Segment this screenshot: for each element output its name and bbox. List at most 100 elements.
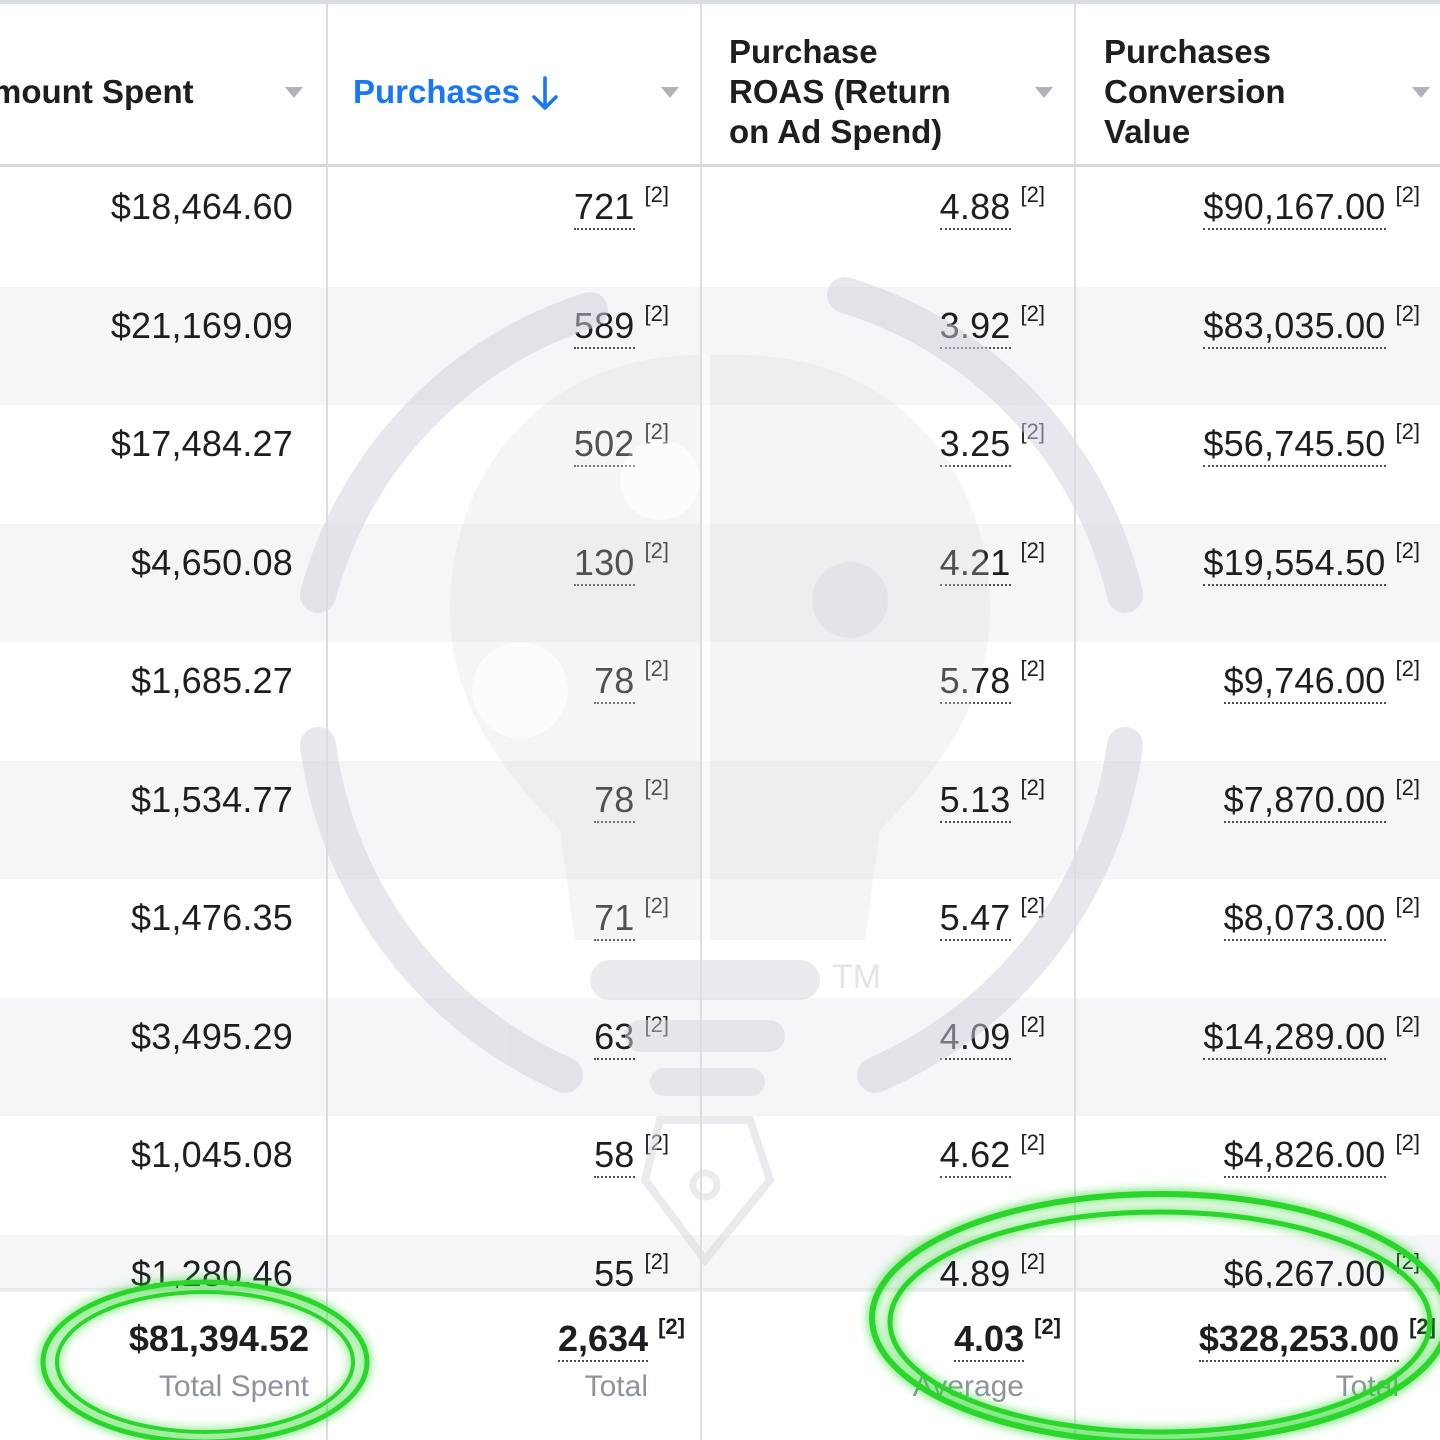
cell-roas[interactable]: 4.09 [2]	[939, 1012, 1045, 1060]
cell-roas[interactable]: 4.21 [2]	[939, 538, 1045, 586]
purchases-value[interactable]: 721	[573, 186, 635, 230]
purchases-value[interactable]: 589	[573, 304, 635, 349]
footnote-marker: [2]	[1020, 537, 1045, 563]
total-conversion-label: Total	[1335, 1370, 1399, 1403]
cell-amount-spent: $1,476.35	[131, 897, 293, 939]
conversion-value-value[interactable]: $7,870.00	[1223, 778, 1386, 823]
cell-conversion-value[interactable]: $19,554.50 [2]	[1203, 538, 1420, 586]
roas-value[interactable]: 3.25	[939, 423, 1011, 467]
cell-purchases[interactable]: 63 [2]	[594, 1012, 669, 1060]
cell-roas[interactable]: 5.78 [2]	[939, 656, 1045, 704]
sort-descending-arrow-icon[interactable]	[530, 76, 560, 112]
cell-roas[interactable]: 3.92 [2]	[939, 301, 1045, 349]
cell-purchases[interactable]: 589 [2]	[573, 301, 669, 349]
cell-purchases[interactable]: 130 [2]	[573, 538, 669, 586]
roas-value[interactable]: 4.09	[939, 1015, 1011, 1060]
column-header-purchases[interactable]: Purchases	[328, 8, 700, 168]
footer-shadow	[0, 1288, 1440, 1294]
table-row[interactable]: $1,476.35 71 [2] 5.47 [2] $8,073.00 [2]	[0, 879, 1440, 997]
cell-purchases[interactable]: 71 [2]	[594, 893, 669, 941]
table-row[interactable]: $1,045.08 58 [2] 4.62 [2] $4,826.00 [2]	[0, 1116, 1440, 1234]
total-purchases-label: Total	[584, 1370, 648, 1403]
chevron-down-icon[interactable]	[661, 87, 679, 98]
roas-value[interactable]: 4.88	[939, 186, 1011, 230]
cell-purchases[interactable]: 55 [2]	[594, 1249, 669, 1297]
purchases-value[interactable]: 130	[573, 541, 635, 586]
column-header-amount-spent[interactable]: mount Spent	[0, 8, 326, 168]
total-purchases-value[interactable]: 2,634 [2]	[558, 1314, 685, 1362]
footnote-marker: [2]	[658, 1314, 685, 1339]
purchases-value[interactable]: 502	[573, 423, 635, 467]
cell-purchases[interactable]: 502 [2]	[573, 419, 669, 467]
conversion-value-value[interactable]: $9,746.00	[1223, 660, 1386, 704]
column-label-purchases: Purchases	[353, 73, 520, 110]
roas-value[interactable]: 3.92	[939, 304, 1011, 349]
roas-value[interactable]: 5.78	[939, 660, 1011, 704]
column-divider[interactable]	[700, 4, 702, 1440]
header-divider	[0, 164, 1440, 167]
purchases-value[interactable]: 71	[594, 897, 635, 941]
table-row[interactable]: $3,495.29 63 [2] 4.09 [2] $14,289.00 [2]	[0, 997, 1440, 1116]
purchases-value[interactable]: 63	[594, 1015, 635, 1060]
cell-roas[interactable]: 3.25 [2]	[939, 419, 1045, 467]
purchases-value[interactable]: 58	[594, 1134, 635, 1178]
cell-amount-spent: $21,169.09	[111, 305, 293, 347]
footnote-marker: [2]	[1020, 419, 1045, 444]
average-roas-value[interactable]: 4.03 [2]	[954, 1314, 1061, 1362]
cell-conversion-value[interactable]: $7,870.00 [2]	[1223, 775, 1420, 823]
conversion-value-value[interactable]: $4,826.00	[1223, 1134, 1386, 1178]
chevron-down-icon[interactable]	[1412, 87, 1430, 98]
roas-value[interactable]: 5.47	[939, 897, 1011, 941]
footnote-marker: [2]	[644, 419, 669, 444]
average-roas-number[interactable]: 4.03	[954, 1318, 1025, 1362]
table-row[interactable]: $1,534.77 78 [2] 5.13 [2] $7,870.00 [2]	[0, 760, 1440, 879]
cell-roas[interactable]: 4.88 [2]	[939, 182, 1045, 230]
cell-conversion-value[interactable]: $14,289.00 [2]	[1203, 1012, 1420, 1060]
column-header-roas[interactable]: Purchase ROAS (Return on Ad Spend)	[702, 8, 1074, 168]
cell-purchases[interactable]: 78 [2]	[594, 656, 669, 704]
column-divider[interactable]	[326, 4, 328, 1440]
footnote-marker: [2]	[644, 774, 669, 800]
chevron-down-icon[interactable]	[1035, 87, 1053, 98]
total-purchases-number[interactable]: 2,634	[558, 1318, 649, 1362]
cell-conversion-value[interactable]: $56,745.50 [2]	[1203, 419, 1420, 467]
cell-roas[interactable]: 5.47 [2]	[939, 893, 1045, 941]
cell-conversion-value[interactable]: $90,167.00 [2]	[1203, 182, 1420, 230]
conversion-value-value[interactable]: $83,035.00	[1203, 304, 1386, 349]
table-row[interactable]: $18,464.60 721 [2] 4.88 [2] $90,167.00 [2]	[0, 168, 1440, 286]
cell-purchases[interactable]: 721 [2]	[573, 182, 669, 230]
cell-conversion-value[interactable]: $4,826.00 [2]	[1223, 1130, 1420, 1178]
roas-value[interactable]: 5.13	[939, 778, 1011, 823]
chevron-down-icon[interactable]	[285, 87, 303, 98]
conversion-value-value[interactable]: $14,289.00	[1203, 1015, 1386, 1060]
cell-conversion-value[interactable]: $8,073.00 [2]	[1223, 893, 1420, 941]
cell-conversion-value[interactable]: $83,035.00 [2]	[1203, 301, 1420, 349]
roas-value[interactable]: 4.62	[939, 1134, 1011, 1178]
cell-purchases[interactable]: 58 [2]	[594, 1130, 669, 1178]
total-conversion-number[interactable]: $328,253.00	[1198, 1318, 1400, 1362]
cell-roas[interactable]: 4.62 [2]	[939, 1130, 1045, 1178]
table-row[interactable]: $21,169.09 589 [2] 3.92 [2] $83,035.00 [2]	[0, 286, 1440, 405]
cell-purchases[interactable]: 78 [2]	[594, 775, 669, 823]
conversion-value-value[interactable]: $8,073.00	[1223, 897, 1386, 941]
total-conversion-value[interactable]: $328,253.00 [2]	[1198, 1314, 1436, 1362]
conversion-value-value[interactable]: $19,554.50	[1203, 541, 1386, 586]
conversion-value-value[interactable]: $56,745.50	[1203, 423, 1386, 467]
table-row[interactable]: $17,484.27 502 [2] 3.25 [2] $56,745.50 [2]	[0, 405, 1440, 523]
purchases-value[interactable]: 78	[594, 660, 635, 704]
footnote-marker: [2]	[1395, 1130, 1420, 1155]
footnote-marker: [2]	[644, 182, 669, 207]
column-header-conversion-value[interactable]: Purchases Conversion Value	[1076, 8, 1440, 168]
cell-conversion-value[interactable]: $9,746.00 [2]	[1223, 656, 1420, 704]
footnote-marker: [2]	[644, 300, 669, 326]
table-row[interactable]: $4,650.08 130 [2] 4.21 [2] $19,554.50 [2]	[0, 523, 1440, 642]
table-row[interactable]: $1,685.27 78 [2] 5.78 [2] $9,746.00 [2]	[0, 642, 1440, 760]
conversion-value-value[interactable]: $90,167.00	[1203, 186, 1386, 230]
purchases-value[interactable]: 78	[594, 778, 635, 823]
footnote-marker: [2]	[1395, 656, 1420, 681]
roas-value[interactable]: 4.21	[939, 541, 1011, 586]
column-divider[interactable]	[1074, 4, 1076, 1440]
cell-roas[interactable]: 5.13 [2]	[939, 775, 1045, 823]
column-label-conversion-line-2: Conversion	[1104, 73, 1286, 110]
purchases-value[interactable]: 55	[594, 1252, 635, 1297]
